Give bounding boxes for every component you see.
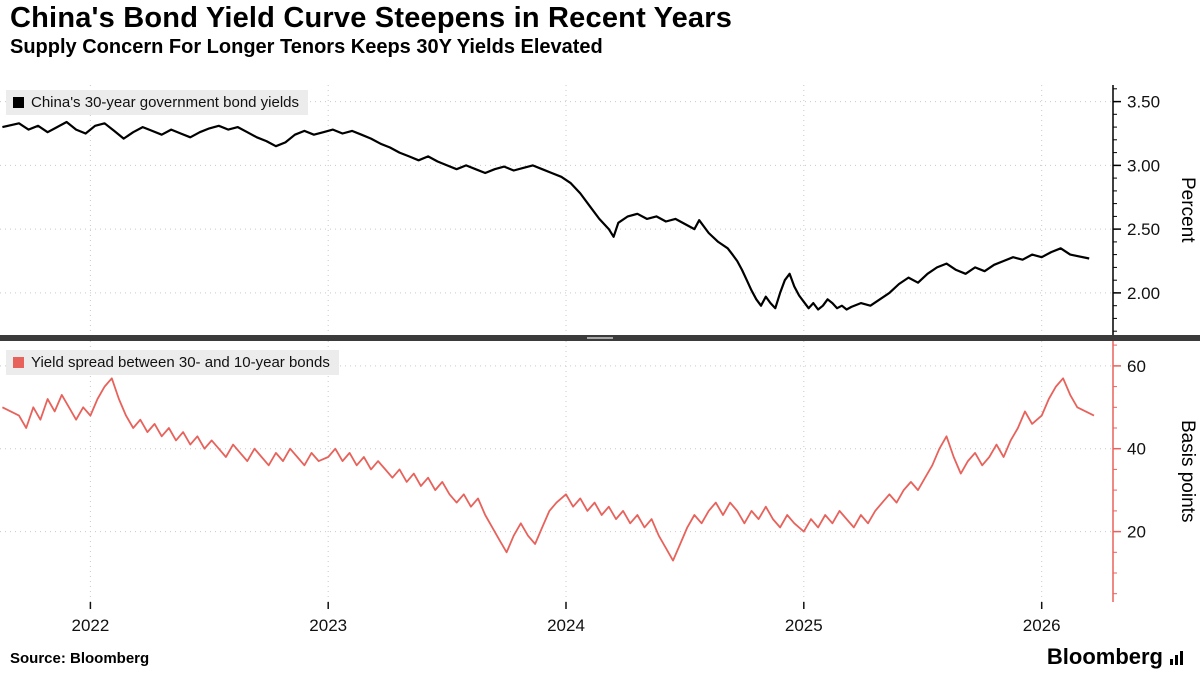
- x-tick-label: 2024: [547, 616, 585, 635]
- y-tick-label: 2.00: [1127, 284, 1160, 303]
- bloomberg-wordmark: Bloomberg: [1046, 644, 1163, 669]
- spread-legend-swatch: [13, 357, 24, 368]
- y-tick-label: 40: [1127, 440, 1146, 459]
- y-tick-label: 3.00: [1127, 156, 1160, 175]
- y-tick-label: 2.50: [1127, 220, 1160, 239]
- x-tick-label: 2022: [71, 616, 109, 635]
- yield-axis-unit-label: Percent: [1177, 177, 1198, 243]
- y-tick-label: 20: [1127, 523, 1146, 542]
- y-tick-label: 60: [1127, 357, 1146, 376]
- panel-resize-handle[interactable]: [587, 337, 613, 339]
- bloomberg-logo-icon: [1170, 650, 1183, 665]
- panel-divider: [0, 335, 1200, 341]
- yield-legend-swatch: [13, 97, 24, 108]
- legend-yield[interactable]: China's 30-year government bond yields: [6, 90, 309, 115]
- yield-legend-label: China's 30-year government bond yields: [31, 94, 300, 111]
- chart-subtitle: Supply Concern For Longer Tenors Keeps 3…: [10, 36, 603, 59]
- legend-spread[interactable]: Yield spread between 30- and 10-year bon…: [6, 350, 339, 375]
- chart-title: China's Bond Yield Curve Steepens in Rec…: [10, 2, 733, 34]
- chart-header: China's Bond Yield Curve Steepens in Rec…: [10, 2, 732, 59]
- spread-series-line: [1, 377, 1095, 562]
- y-tick-label: 3.50: [1127, 93, 1160, 112]
- x-tick-label: 2023: [309, 616, 347, 635]
- x-tick-label: 2026: [1023, 616, 1061, 635]
- source-attribution: Source: Bloomberg: [10, 650, 150, 667]
- spread-axis-unit-label: Basis points: [1177, 420, 1198, 523]
- yield-series-line: [2, 120, 1090, 311]
- x-tick-label: 2025: [785, 616, 823, 635]
- spread-panel: 20 40 60 2022 2023 2024 2025 2026: [0, 341, 1146, 635]
- spread-legend-label: Yield spread between 30- and 10-year bon…: [31, 354, 330, 371]
- yield-panel: 2.00 2.50 3.00 3.50: [0, 85, 1160, 335]
- bloomberg-brand: Bloomberg: [1047, 644, 1186, 670]
